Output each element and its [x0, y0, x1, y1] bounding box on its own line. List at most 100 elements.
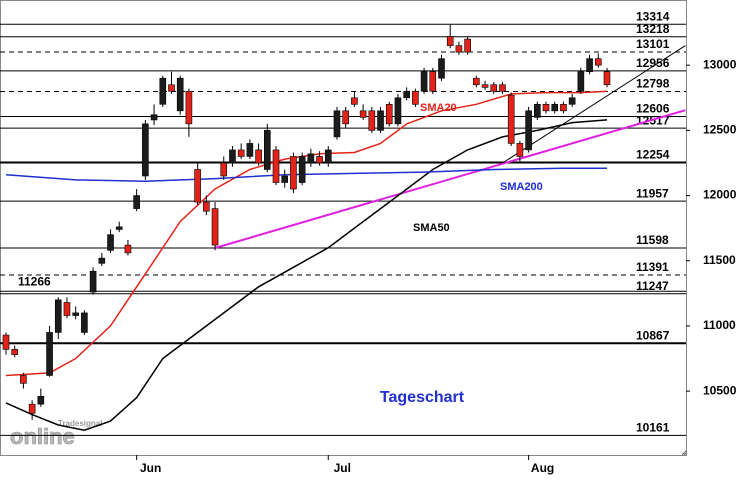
- candle-body: [54, 299, 62, 333]
- level-label: 11598: [636, 233, 669, 247]
- candle-body: [159, 77, 167, 105]
- candle-body: [2, 334, 10, 350]
- candle-body: [255, 149, 262, 164]
- candle-body: [220, 162, 228, 177]
- candle-body: [20, 375, 27, 384]
- candle-body: [473, 77, 480, 86]
- candle-body: [185, 90, 193, 125]
- candle-body: [403, 90, 410, 99]
- candle-body: [368, 110, 376, 131]
- candle-body: [551, 103, 559, 112]
- candle-body: [455, 45, 463, 53]
- moving-average: [5, 119, 608, 431]
- candle-body: [98, 257, 106, 264]
- level-label: 11247: [636, 279, 669, 293]
- level-label: 10161: [636, 420, 670, 434]
- candle-body: [63, 302, 71, 316]
- candle-body: [464, 38, 471, 53]
- candle-body: [37, 396, 45, 405]
- candle-body: [11, 349, 19, 355]
- candle-body: [316, 156, 323, 164]
- candle-body: [237, 149, 245, 157]
- candle-body: [176, 77, 184, 112]
- line-label: SMA20: [420, 102, 457, 114]
- candle-body: [28, 403, 36, 414]
- candle-body: [298, 156, 306, 183]
- candle-body: [272, 149, 280, 183]
- y-tick-label: 11500: [703, 253, 736, 267]
- level-label: 12798: [636, 77, 670, 91]
- candle-body: [246, 143, 254, 157]
- candle-body: [438, 58, 445, 79]
- candle-body: [342, 110, 349, 125]
- resize-grip: [681, 450, 687, 456]
- candle-body: [263, 130, 271, 170]
- level-label: 13218: [636, 22, 670, 36]
- plot-area: [0, 0, 687, 456]
- level-label: 12956: [636, 56, 670, 70]
- line-label: SMA50: [413, 222, 450, 234]
- candle-body: [499, 84, 506, 92]
- y-tick-label: 12500: [703, 123, 737, 137]
- candle-body: [203, 201, 210, 212]
- candle-body: [229, 149, 236, 164]
- candle-body: [142, 123, 149, 177]
- candle-body: [420, 71, 428, 92]
- candle-body: [81, 312, 88, 333]
- annotation: Tageschart: [380, 389, 465, 406]
- candle-body: [490, 84, 498, 92]
- candle-body: [150, 114, 158, 121]
- candle-body: [412, 90, 419, 105]
- level-label: 11957: [636, 186, 669, 200]
- candle-body: [394, 97, 402, 125]
- level-label: 11266: [18, 274, 51, 288]
- candle-body: [124, 244, 132, 254]
- candle-body: [351, 97, 358, 105]
- candle-body: [534, 103, 541, 118]
- level-label: 13314: [636, 9, 670, 23]
- candle-body: [133, 195, 140, 209]
- candle-body: [107, 234, 114, 251]
- candle-body: [324, 149, 332, 164]
- level-label: 12254: [636, 148, 670, 162]
- candle-body: [577, 71, 585, 92]
- level-label: 12606: [636, 102, 670, 116]
- trendline: [214, 109, 686, 249]
- line-label: SMA200: [500, 181, 543, 193]
- x-tick-label: Aug: [531, 461, 554, 475]
- candle-body: [290, 156, 297, 190]
- candle-body: [359, 110, 367, 118]
- candle-body: [586, 58, 593, 73]
- candle-body: [115, 226, 123, 230]
- candle-body: [507, 94, 515, 144]
- logo-large: online: [10, 424, 75, 449]
- candle-body: [603, 71, 611, 86]
- candle-body: [333, 110, 341, 138]
- candle-body: [194, 169, 201, 203]
- candle-body: [385, 103, 393, 125]
- candle-body: [307, 153, 315, 164]
- moving-average: [5, 167, 607, 182]
- candle-body: [594, 58, 602, 66]
- candle-body: [281, 175, 289, 183]
- x-tick-label: Jun: [140, 461, 161, 475]
- candle-body: [429, 71, 437, 92]
- y-tick-label: 10500: [703, 383, 737, 397]
- candle-body: [568, 97, 576, 105]
- candle-body: [89, 270, 97, 293]
- candle-body: [446, 36, 454, 46]
- candle-body: [481, 84, 489, 88]
- candle-body: [377, 110, 384, 131]
- candle-body: [560, 103, 567, 112]
- candle-body: [542, 103, 550, 112]
- level-label: 10867: [636, 328, 670, 342]
- candle-body: [72, 312, 79, 316]
- candle-body: [46, 332, 53, 376]
- level-label: 13101: [636, 37, 670, 51]
- candle-body: [525, 110, 532, 151]
- candle-body: [211, 208, 219, 246]
- y-tick-label: 11000: [703, 318, 736, 332]
- trendline: [502, 45, 686, 164]
